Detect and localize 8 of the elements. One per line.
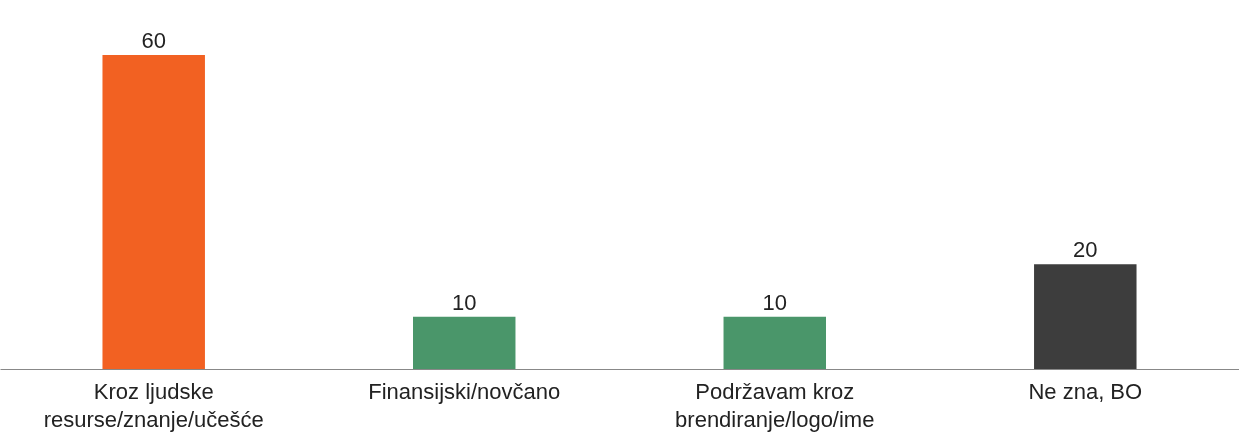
data-label: 10 [451,289,477,315]
x-tick-label: Kroz ljudske resurse/znanje/učešće [43,378,264,432]
x-tick-label: Ne zna, BO [1028,378,1143,404]
x-tick-label: Finansijski/novčano [368,378,561,404]
data-label: 10 [762,289,788,315]
data-label: 60 [141,28,166,53]
data-label: 20 [1073,237,1098,263]
x-tick-label: Podržavam kroz brendiranje/logo/ime [675,378,875,432]
